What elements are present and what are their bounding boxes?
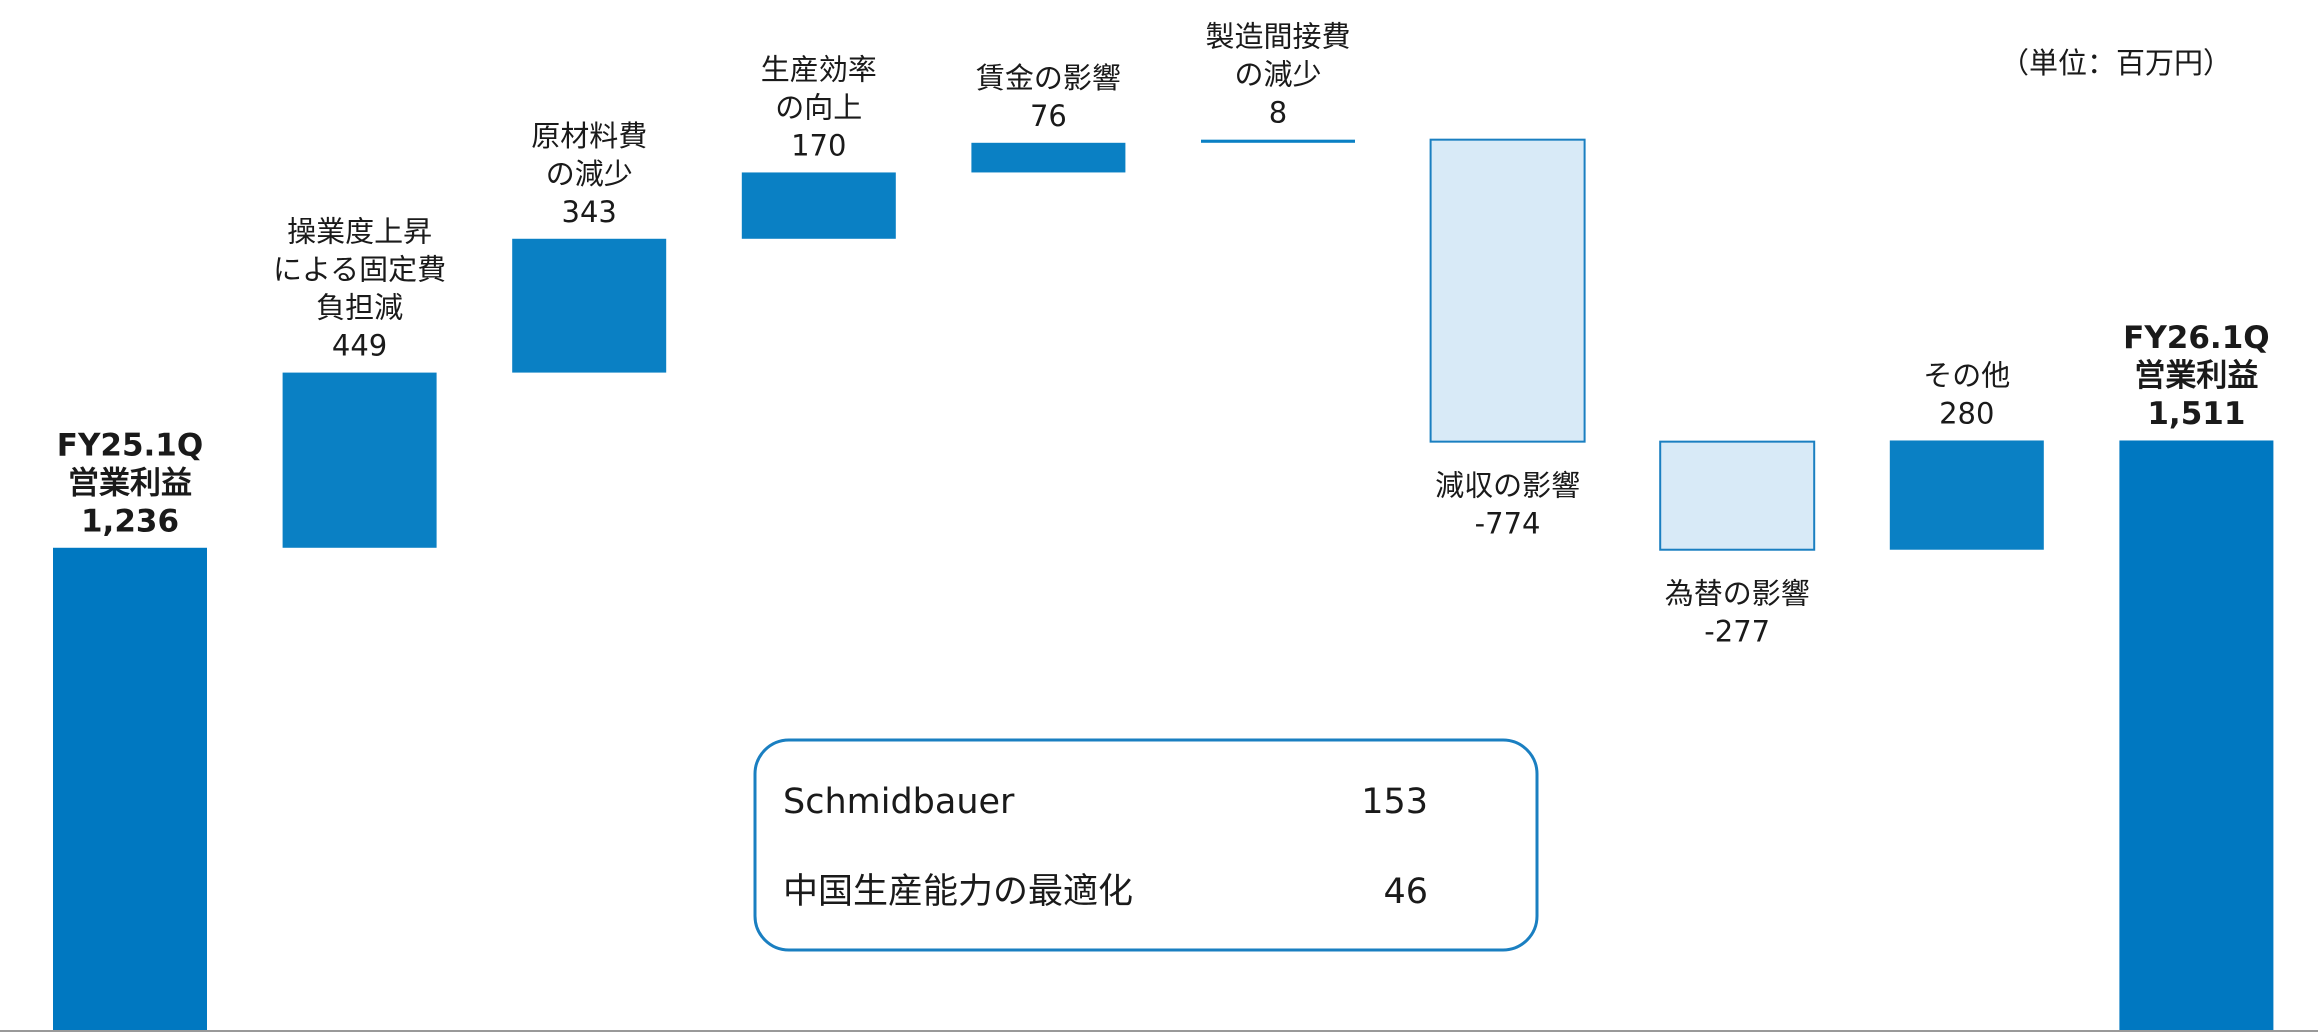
breakdown-box xyxy=(753,738,1539,952)
value-label: -774 xyxy=(1475,507,1541,541)
category-label: 営業利益 xyxy=(68,465,192,501)
value-label: 170 xyxy=(791,128,846,162)
breakdown-value: 46 xyxy=(1383,872,1428,912)
category-label: その他 xyxy=(1923,358,2010,392)
unit-label: （単位：百万円） xyxy=(2000,46,2232,80)
breakdown-value: 153 xyxy=(1361,782,1428,822)
category-label: 原材料費 xyxy=(531,119,647,153)
category-label: 操業度上昇 xyxy=(287,215,432,249)
category-label: 負担減 xyxy=(316,291,403,325)
bar xyxy=(2119,440,2274,1030)
bar xyxy=(282,372,437,548)
bar xyxy=(1201,139,1355,143)
breakdown-name: Schmidbauer xyxy=(783,782,1015,822)
value-label: 1,236 xyxy=(81,503,179,539)
category-label: の減少 xyxy=(1234,58,1321,92)
bar xyxy=(53,547,207,1030)
value-label: 8 xyxy=(1269,96,1287,130)
value-label: 280 xyxy=(1939,396,1994,430)
bar xyxy=(971,142,1126,173)
bar xyxy=(1659,440,1816,551)
value-label: -277 xyxy=(1704,615,1770,649)
category-label: 為替の影響 xyxy=(1665,577,1810,611)
value-label: 343 xyxy=(562,195,617,229)
bar xyxy=(512,238,667,373)
category-label: 生産効率 xyxy=(761,52,877,86)
category-label: FY25.1Q xyxy=(57,427,203,463)
category-label: 賃金の影響 xyxy=(976,61,1121,95)
bar xyxy=(741,172,896,239)
value-label: 76 xyxy=(1030,99,1067,133)
value-label: 449 xyxy=(332,329,387,363)
category-label: 減収の影響 xyxy=(1435,469,1580,503)
category-label: 営業利益 xyxy=(2134,358,2258,394)
category-label: の減少 xyxy=(546,157,633,191)
category-label: による固定費 xyxy=(273,253,446,287)
category-label: の向上 xyxy=(775,90,862,124)
bar xyxy=(1429,138,1586,443)
category-label: 製造間接費 xyxy=(1205,20,1350,54)
breakdown-name: 中国生産能力の最適化 xyxy=(783,872,1133,912)
bar xyxy=(1889,440,2044,550)
value-label: 1,511 xyxy=(2147,396,2245,432)
category-label: FY26.1Q xyxy=(2123,320,2269,356)
